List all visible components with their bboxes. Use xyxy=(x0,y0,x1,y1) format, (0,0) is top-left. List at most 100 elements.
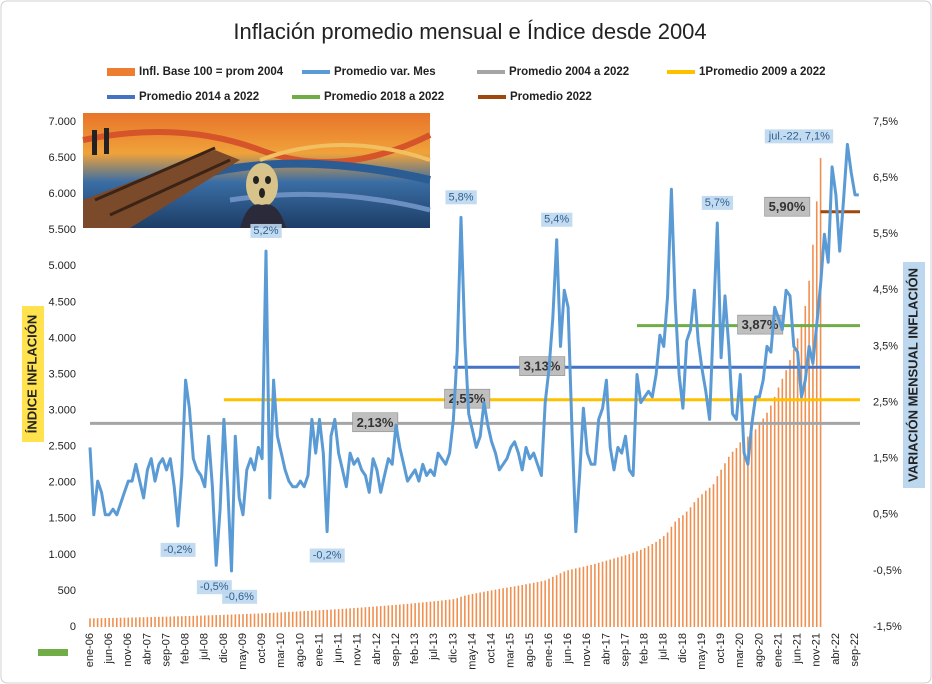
average-label-text: 3,87% xyxy=(742,317,779,332)
y2-tick-label: 5,5% xyxy=(873,228,898,240)
chart-title: Inflación promedio mensual e Índice desd… xyxy=(233,19,706,44)
y-tick-label: 3.500 xyxy=(48,368,76,380)
y2-tick-label: 3,5% xyxy=(873,340,898,352)
bar xyxy=(307,610,309,627)
bar xyxy=(441,600,443,627)
x-tick-label: mar-10 xyxy=(275,633,287,668)
y2-axis-title: VARIACIÓN MENSUAL INFLACIÓN xyxy=(905,268,920,482)
legend-label: Promedio 2018 a 2022 xyxy=(324,91,444,103)
legend-swatch xyxy=(107,68,135,76)
bar xyxy=(146,617,149,627)
bar xyxy=(636,551,638,627)
annotation: 5,8% xyxy=(445,190,477,205)
bar xyxy=(536,582,539,627)
bar xyxy=(487,591,489,627)
bar xyxy=(322,609,325,627)
x-tick-label: ago-10 xyxy=(294,633,306,667)
bar xyxy=(743,439,745,627)
bar xyxy=(414,603,416,627)
annotation-bg xyxy=(222,589,258,604)
annotation-bg xyxy=(764,129,834,144)
bar xyxy=(261,613,263,627)
bar xyxy=(647,546,650,627)
bar xyxy=(601,561,604,627)
bar xyxy=(158,616,160,627)
bar xyxy=(559,573,562,627)
annotation-text: jul.-22, 7,1% xyxy=(768,130,830,142)
bar xyxy=(226,614,229,627)
bar xyxy=(509,586,512,627)
annotation: -0,6% xyxy=(222,589,258,604)
annotation-bg xyxy=(309,548,345,563)
bar xyxy=(196,615,198,627)
bar xyxy=(215,615,218,627)
bar xyxy=(280,612,283,627)
x-tick-label: dic-08 xyxy=(218,633,230,663)
bar xyxy=(727,456,730,627)
annotation-text: -0,2% xyxy=(164,544,193,556)
y2-tick-label: 7,5% xyxy=(873,116,898,128)
bar xyxy=(429,601,432,627)
annotation-bg xyxy=(445,190,477,205)
x-tick-label: nov-06 xyxy=(122,633,134,667)
bar xyxy=(169,616,172,627)
x-tick-label: sep-22 xyxy=(849,633,861,667)
x-tick-label: dic-18 xyxy=(677,633,689,663)
bar xyxy=(265,613,267,627)
bar xyxy=(659,538,661,627)
bar xyxy=(662,536,665,627)
legend-swatch xyxy=(292,95,320,99)
x-tick-label: dic-13 xyxy=(447,633,459,663)
y2-tick-label: 1,5% xyxy=(873,453,898,465)
average-label-text: 5,90% xyxy=(769,199,806,214)
bar xyxy=(609,559,611,627)
y-tick-label: 3.000 xyxy=(48,404,76,416)
bar xyxy=(421,602,424,627)
bar xyxy=(513,586,516,627)
y2-axis-title-bg xyxy=(903,262,925,488)
bar xyxy=(211,615,214,627)
bar xyxy=(387,605,390,627)
y2-tick-label: -1,5% xyxy=(873,621,902,633)
bar xyxy=(246,613,248,627)
bar xyxy=(399,604,401,627)
x-tick-label: nov-11 xyxy=(352,633,364,666)
line-series xyxy=(88,142,859,573)
annotation-text: 5,7% xyxy=(705,197,730,209)
average-label-text: 2,13% xyxy=(357,415,394,430)
annotation-text: -0,2% xyxy=(313,550,342,562)
bar xyxy=(800,324,803,627)
bar xyxy=(812,244,814,627)
bar xyxy=(571,569,573,627)
bar xyxy=(712,484,715,627)
annotation: 5,4% xyxy=(541,212,573,227)
x-tick-label: jul-08 xyxy=(199,633,211,661)
x-tick-label: may-09 xyxy=(237,633,249,670)
legend-label: Promedio 2014 a 2022 xyxy=(139,91,259,103)
bar xyxy=(238,614,240,627)
bar xyxy=(433,601,436,627)
bar xyxy=(747,436,749,627)
y2-tick-label: 2,5% xyxy=(873,396,898,408)
bar xyxy=(628,554,631,627)
annotation: -0,2% xyxy=(309,548,345,563)
bar xyxy=(303,611,305,627)
x-tick-label: ene-11 xyxy=(313,633,325,666)
bar xyxy=(567,570,569,627)
bar xyxy=(670,526,673,627)
bar xyxy=(135,617,137,627)
bar xyxy=(529,583,531,627)
bar xyxy=(410,603,413,627)
bar xyxy=(506,587,508,627)
legend-label: Promedio 2022 xyxy=(510,91,592,103)
y-tick-label: 5.000 xyxy=(48,260,76,272)
bar xyxy=(502,588,504,627)
legend-label: Infl. Base 100 = prom 2004 xyxy=(139,66,284,78)
bar xyxy=(161,616,164,627)
bar xyxy=(364,607,367,627)
average-label: 2,13% xyxy=(352,412,399,433)
average-label: 5,90% xyxy=(764,196,811,217)
bar xyxy=(789,360,791,627)
x-tick-label: nov-21 xyxy=(811,633,823,667)
bar xyxy=(368,606,371,627)
